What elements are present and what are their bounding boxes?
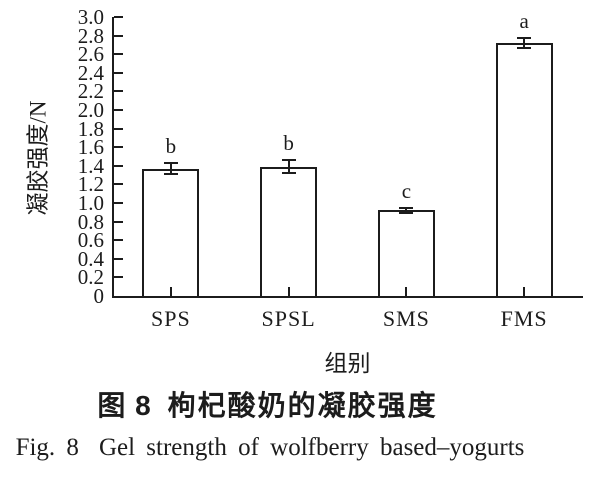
y-tick-label: 1.6 <box>77 135 104 160</box>
y-tick-label: 0 <box>93 284 105 308</box>
error-bar-cap-bottom <box>281 172 296 175</box>
y-tick <box>114 109 123 111</box>
error-bar <box>281 159 296 175</box>
y-tick-label: 1.2 <box>77 172 104 197</box>
y-tick <box>114 16 123 18</box>
y-tick-label: 0.4 <box>77 246 104 271</box>
x-category-label: SPS <box>151 306 191 331</box>
y-tick <box>114 220 123 223</box>
error-bar-stem <box>523 37 526 49</box>
y-tick-label: 3.0 <box>77 5 104 29</box>
x-category-label: SPSL <box>261 306 316 331</box>
plot-area: 组别 0 0.2 0.4 0.6 0.8 1.0 1.2 1.4 1.6 1.8 2.0 2.2 2.4… <box>78 6 583 376</box>
y-tick <box>114 90 123 93</box>
y-tick-label: 1.0 <box>77 191 104 215</box>
error-bar-cap-bottom <box>163 173 178 176</box>
y-tick-label: 2.6 <box>77 42 104 67</box>
caption-english: Fig. 8 Gel strength of wolfberry based–yo… <box>0 434 615 462</box>
caption-english-text: Gel strength of wolfberry based–yogurts <box>98 434 525 461</box>
error-bar-stem <box>287 159 290 175</box>
y-tick <box>114 276 123 279</box>
error-bar <box>163 162 178 176</box>
error-bar-cap-bottom <box>399 212 414 215</box>
y-tick-label: 0.2 <box>77 265 104 290</box>
y-tick <box>114 202 123 204</box>
y-tick-label: 0.8 <box>77 209 104 234</box>
significance-letter: b <box>165 134 177 159</box>
y-tick <box>114 34 123 37</box>
caption-english-number: Fig. 8 <box>15 434 79 461</box>
y-tick-label: 2.2 <box>77 79 104 104</box>
y-axis-line <box>112 17 114 298</box>
bar <box>495 43 553 296</box>
y-tick <box>114 127 123 130</box>
x-tick <box>287 287 290 296</box>
y-tick <box>114 71 123 74</box>
y-tick <box>114 183 123 186</box>
x-tick <box>523 287 526 296</box>
error-bar-cap-bottom <box>517 46 532 49</box>
x-tick <box>169 287 172 296</box>
x-category-label: FMS <box>500 306 548 331</box>
bar <box>260 166 318 296</box>
y-tick <box>114 164 123 167</box>
y-axis-label: 凝胶强度/N <box>18 17 52 298</box>
y-tick-label: 0.6 <box>77 228 104 253</box>
x-tick <box>405 287 408 296</box>
error-bar-stem <box>405 206 408 215</box>
y-tick <box>114 257 123 260</box>
significance-letter: b <box>283 131 294 156</box>
y-axis-label-text: 凝胶强度/N <box>25 100 50 215</box>
significance-letter: c <box>401 178 412 203</box>
error-bar <box>399 206 414 215</box>
y-tick-label: 2.4 <box>77 60 104 85</box>
caption-chinese-text: 枸杞酸奶的凝胶强度 <box>167 390 438 421</box>
error-bar-stem <box>169 162 172 176</box>
y-tick <box>114 239 123 242</box>
bar <box>377 210 435 296</box>
y-tick-label: 1.8 <box>77 116 104 141</box>
caption-chinese: 图 8 枸杞酸奶的凝胶强度 <box>0 384 615 424</box>
y-tick-label: 2.0 <box>77 98 104 122</box>
bar <box>142 168 200 296</box>
y-tick <box>114 53 123 56</box>
x-category-label: SMS <box>382 306 430 331</box>
x-axis-label: 组别 <box>324 351 371 376</box>
y-tick <box>114 146 123 149</box>
caption-chinese-number: 图 8 <box>97 390 152 421</box>
y-tick-label: 1.4 <box>77 153 104 178</box>
y-tick-label: 2.8 <box>77 23 104 48</box>
x-axis-line <box>112 296 583 298</box>
significance-letter: a <box>519 9 529 34</box>
error-bar <box>517 37 532 49</box>
